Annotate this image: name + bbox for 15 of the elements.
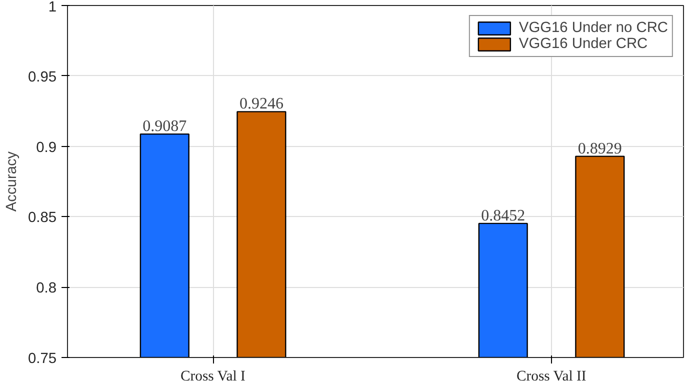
y-tick-label: 0.8 bbox=[36, 280, 56, 297]
y-tick-label: 0.75 bbox=[28, 351, 57, 367]
y-tick-label: 1 bbox=[48, 0, 57, 16]
y-tick-label: 0.9 bbox=[36, 140, 56, 156]
y-tick-label: 0.85 bbox=[28, 210, 57, 226]
data-label: 0.9246 bbox=[239, 96, 284, 113]
legend-label: VGG16 Under CRC bbox=[518, 36, 648, 52]
x-tick-label: Cross Val II bbox=[516, 368, 586, 384]
data-label: 0.9087 bbox=[142, 118, 187, 136]
data-label: 0.8929 bbox=[578, 140, 622, 158]
x-tick-label: Cross Val I bbox=[180, 368, 246, 384]
y-tick-label: 0.95 bbox=[28, 69, 57, 86]
data-label: 0.8452 bbox=[481, 207, 526, 224]
y-axis-title: Accuracy bbox=[4, 150, 20, 212]
legend-label: VGG16 Under no CRC bbox=[518, 20, 668, 36]
